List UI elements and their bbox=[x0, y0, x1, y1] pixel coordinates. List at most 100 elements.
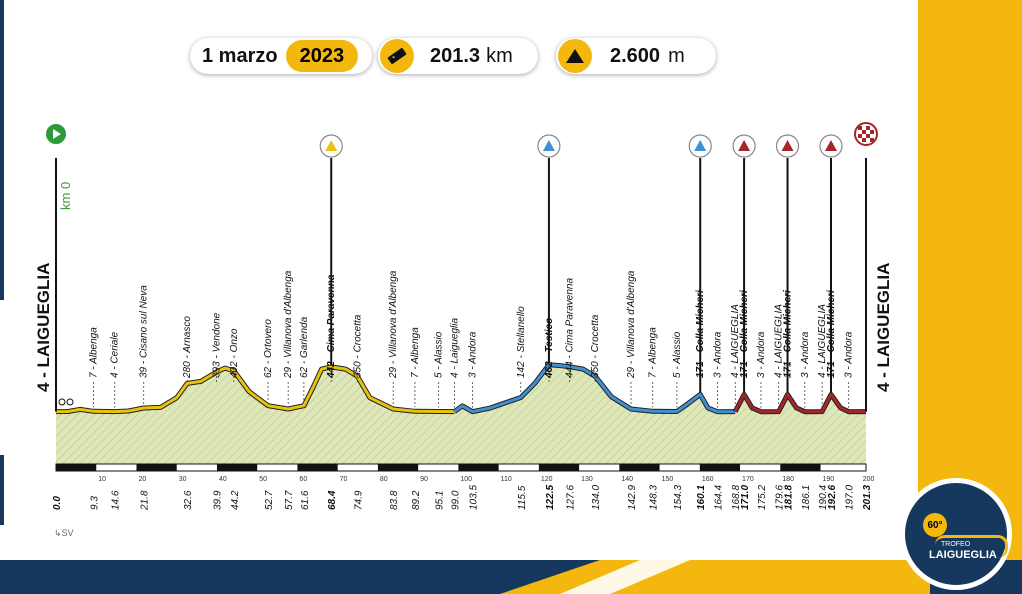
climb-pill: 2.600 m bbox=[556, 38, 716, 74]
waypoint-label: 3 - Andora bbox=[800, 331, 811, 378]
waypoint-label: 350 - Crocetta bbox=[590, 314, 601, 378]
waypoint-label: 5 - Alassio bbox=[434, 331, 445, 378]
waypoint-km-label: 68.4 bbox=[327, 490, 338, 510]
km-tick-label: 80 bbox=[380, 476, 388, 483]
ruler-icon bbox=[380, 39, 414, 73]
waypoint-label: 4 - Laigueglia bbox=[449, 318, 460, 378]
km-axis-segment bbox=[780, 464, 821, 471]
waypoint-km-label: 83.8 bbox=[389, 490, 400, 510]
logo-line1: TROFEO bbox=[941, 541, 971, 548]
checkered-square bbox=[858, 126, 862, 130]
waypoint-label: 3 - Andora bbox=[844, 331, 855, 378]
km-tick-label: 10 bbox=[98, 476, 106, 483]
waypoint-km-label: 89.2 bbox=[411, 490, 422, 510]
mountain-icon bbox=[824, 140, 837, 151]
waypoint-km-label: 99.0 bbox=[450, 490, 461, 510]
waypoint-km-label: 192.6 bbox=[827, 485, 838, 510]
bicycle-icon bbox=[58, 398, 66, 406]
waypoint-label: 62 - Ortovero bbox=[263, 319, 274, 378]
waypoint-label: 280 - Arnasco bbox=[182, 316, 193, 379]
waypoint-label: 4 - LAIGUEGLIA bbox=[817, 304, 828, 378]
waypoint-label: 29 - Villanova d'Albenga bbox=[283, 270, 294, 379]
waypoint-km-label: 154.3 bbox=[673, 485, 684, 510]
year-badge: 2023 bbox=[285, 40, 359, 72]
km-tick-label: 50 bbox=[259, 476, 267, 483]
waypoint-km-label: 74.9 bbox=[353, 490, 364, 510]
waypoint-label: 7 - Albenga bbox=[88, 327, 99, 378]
km-tick-label: 60 bbox=[299, 476, 307, 483]
profile-line-yellow bbox=[55, 365, 455, 414]
km-tick-label: 90 bbox=[420, 476, 428, 483]
km-axis-segment bbox=[297, 464, 338, 471]
left-accent-bar-lower bbox=[0, 455, 4, 525]
waypoint-km-label: 32.6 bbox=[183, 490, 194, 510]
waypoint-label: 7 - Albenga bbox=[648, 327, 659, 378]
checkered-square bbox=[862, 130, 866, 134]
km-tick-label: 30 bbox=[179, 476, 187, 483]
waypoint-km-label: 134.0 bbox=[591, 485, 602, 510]
km-tick-label: 190 bbox=[823, 476, 835, 483]
km-axis-segment bbox=[377, 464, 419, 471]
km-tick-label: 130 bbox=[581, 476, 593, 483]
waypoint-km-label: 61.6 bbox=[300, 490, 311, 510]
waypoint-km-label: 103.5 bbox=[468, 485, 479, 510]
waypoint-label: 62 - Garlenda bbox=[299, 316, 310, 378]
mountain-icon bbox=[558, 39, 592, 73]
km-axis-segment bbox=[56, 464, 97, 471]
bottom-stripe bbox=[0, 560, 1022, 594]
distance-value: 201.3 bbox=[430, 44, 481, 67]
waypoint-label: 4 - LAIGUEGLIA bbox=[774, 304, 785, 378]
mountain-icon bbox=[781, 140, 794, 151]
waypoint-km-label: 201.3 bbox=[862, 485, 873, 511]
bicycle-icon-wheel bbox=[66, 398, 74, 406]
profile-line-blue bbox=[453, 363, 736, 414]
waypoint-km-label: 148.3 bbox=[649, 485, 660, 510]
mountain-icon bbox=[694, 140, 707, 151]
waypoint-km-label: 95.1 bbox=[435, 491, 446, 510]
waypoint-label: 5 - Alassio bbox=[672, 331, 683, 378]
distance-unit: km bbox=[486, 44, 513, 67]
waypoint-km-label: 39.9 bbox=[213, 490, 224, 510]
waypoint-label: 29 - Villanova d'Albenga bbox=[626, 270, 637, 379]
checkered-square bbox=[870, 130, 874, 134]
km-tick-label: 140 bbox=[621, 476, 633, 483]
waypoint-label: 4 - Ceriale bbox=[110, 331, 121, 378]
waypoint-km-label: 190.4 bbox=[818, 485, 829, 510]
waypoint-label: 350 - Crocetta bbox=[352, 314, 363, 378]
climb-value: 2.600 bbox=[610, 44, 661, 67]
km-tick-label: 100 bbox=[460, 476, 472, 483]
waypoint-km-label: 175.2 bbox=[757, 485, 768, 510]
waypoint-km-label: 171.0 bbox=[740, 485, 751, 510]
km0-label: km 0 bbox=[58, 181, 73, 210]
checkered-square bbox=[866, 134, 870, 138]
waypoint-label: 7 - Albenga bbox=[410, 327, 421, 378]
profile-line-red bbox=[733, 393, 867, 414]
distance-pill: 201.3 km bbox=[378, 38, 538, 74]
km-tick-label: 150 bbox=[662, 476, 674, 483]
checkered-square bbox=[862, 138, 866, 142]
climb-unit: m bbox=[668, 44, 685, 67]
km-axis-segment bbox=[458, 464, 499, 471]
km-axis-segment bbox=[699, 464, 741, 471]
waypoint-km-label: 21.8 bbox=[140, 490, 151, 511]
waypoint-km-label: 197.0 bbox=[845, 485, 856, 510]
date-pill: 1 marzo 2023 bbox=[190, 38, 372, 74]
trofeo-laigueglia-logo: 60° TROFEO LAIGUEGLIA bbox=[900, 478, 1012, 590]
km-axis-segment bbox=[136, 464, 177, 471]
km-tick-label: 20 bbox=[138, 476, 146, 483]
waypoint-km-label: 164.4 bbox=[714, 485, 725, 510]
km-axis-segment bbox=[216, 464, 258, 471]
waypoint-km-label: 44.2 bbox=[230, 490, 241, 510]
waypoint-km-label: 142.9 bbox=[627, 485, 638, 510]
waypoint-label: 3 - Andora bbox=[713, 331, 724, 378]
waypoint-km-label: 168.8 bbox=[731, 485, 742, 510]
waypoint-km-label: 0.0 bbox=[52, 496, 63, 510]
km-axis-segment bbox=[619, 464, 660, 471]
km-tick-label: 200 bbox=[863, 476, 875, 483]
mountain-icon bbox=[542, 140, 555, 151]
checkered-square bbox=[870, 138, 874, 142]
km-axis-segment bbox=[538, 464, 580, 471]
waypoint-km-label: 122.5 bbox=[545, 485, 556, 510]
date-text: 1 marzo bbox=[202, 44, 278, 67]
km-tick-label: 170 bbox=[742, 476, 754, 483]
